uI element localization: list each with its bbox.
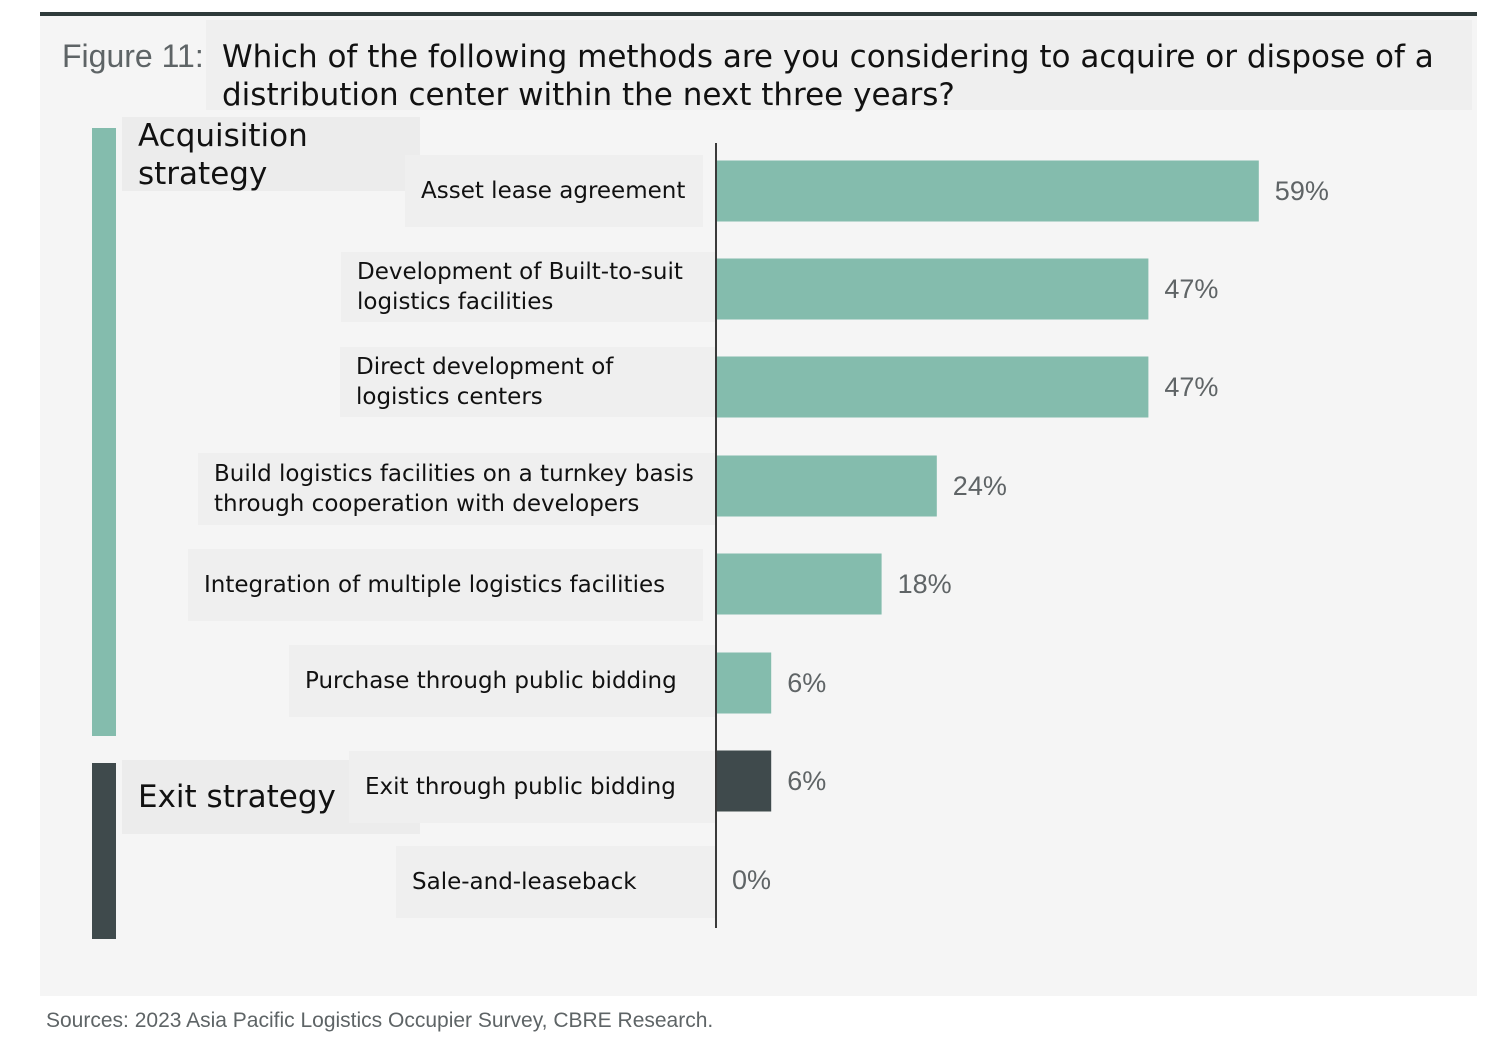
bar: [716, 750, 772, 812]
data-label: 6%: [787, 766, 826, 796]
category-label: Integration of multiple logistics facili…: [188, 549, 703, 621]
data-label: 24%: [953, 471, 1007, 501]
bar: [716, 652, 772, 714]
category-label: Sale-and-leaseback: [396, 846, 716, 918]
group-bar-acquisition: [92, 128, 116, 736]
data-label: 0%: [732, 865, 771, 895]
bar: [716, 553, 882, 615]
category-label: Purchase through public bidding: [289, 645, 716, 717]
group-bar-exit: [92, 763, 116, 939]
group-label-acquisition: Acquisition strategy: [122, 117, 420, 192]
category-label: Asset lease agreement: [405, 155, 703, 227]
source-note: Sources: 2023 Asia Pacific Logistics Occ…: [46, 1009, 714, 1032]
data-label: 47%: [1164, 274, 1218, 304]
figure-label: Figure 11:: [62, 38, 204, 74]
category-label: Build logistics facilities on a turnkey …: [198, 453, 716, 525]
top-rule: [40, 12, 1477, 16]
data-label: 6%: [787, 668, 826, 698]
category-label: Exit through public bidding: [349, 751, 716, 823]
data-label: 18%: [898, 569, 952, 599]
data-label: 47%: [1164, 372, 1218, 402]
data-label: 59%: [1275, 176, 1329, 206]
category-label: Direct development of logistics centers: [340, 347, 716, 417]
category-label: Development of Built-to-suit logistics f…: [341, 252, 716, 322]
bar: [716, 160, 1259, 222]
bar: [716, 455, 937, 517]
bar: [716, 356, 1149, 418]
figure-title: Which of the following methods are you c…: [206, 20, 1472, 113]
bar: [716, 258, 1149, 320]
